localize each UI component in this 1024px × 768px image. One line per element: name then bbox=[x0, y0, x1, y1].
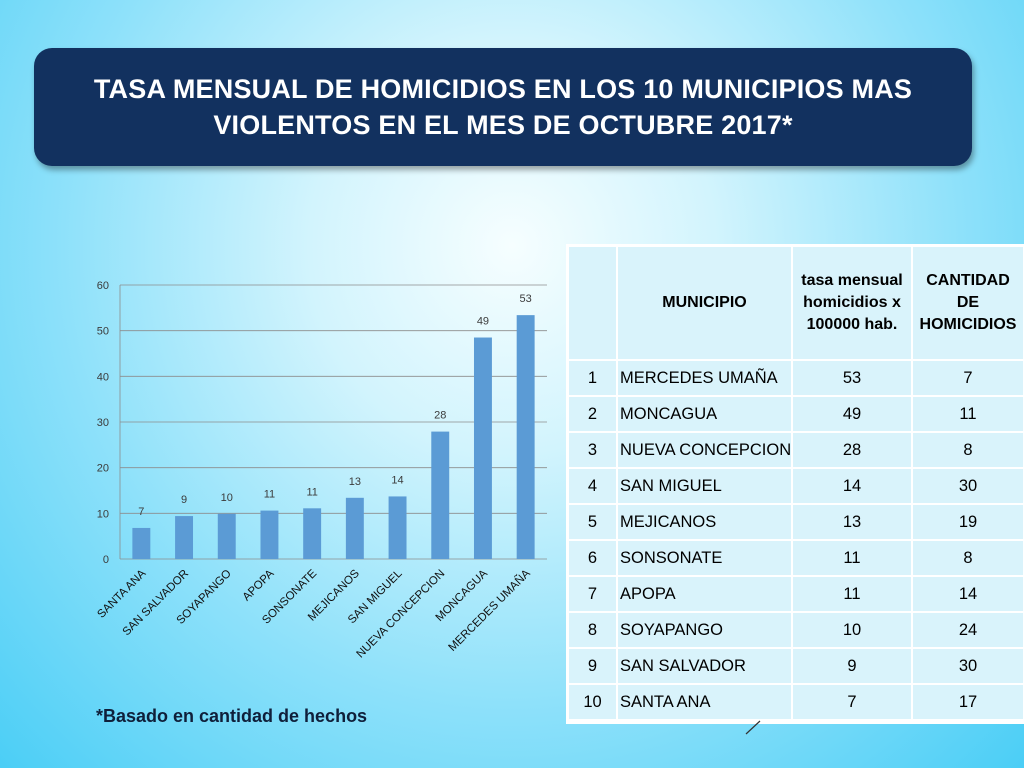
row-cantidad: 30 bbox=[913, 649, 1023, 683]
y-tick-label: 50 bbox=[97, 326, 109, 338]
header-tasa: tasa mensual homicidios x 100000 hab. bbox=[793, 247, 911, 359]
data-table: MUNICIPIO tasa mensual homicidios x 1000… bbox=[567, 245, 1024, 721]
row-cantidad: 8 bbox=[913, 541, 1023, 575]
row-tasa: 28 bbox=[793, 433, 911, 467]
title-banner: TASA MENSUAL DE HOMICIDIOS EN LOS 10 MUN… bbox=[34, 48, 972, 166]
row-cantidad: 11 bbox=[913, 397, 1023, 431]
data-label: 11 bbox=[306, 486, 317, 498]
row-municipio: SANTA ANA bbox=[618, 685, 791, 719]
row-tasa: 14 bbox=[793, 469, 911, 503]
table-row: 8 SOYAPANGO 10 24 bbox=[569, 613, 1023, 647]
header-cantidad: CANTIDAD DE HOMICIDIOS bbox=[913, 247, 1023, 359]
y-tick-label: 30 bbox=[97, 417, 109, 429]
row-tasa: 53 bbox=[793, 361, 911, 395]
data-label: 49 bbox=[477, 316, 489, 328]
data-label: 11 bbox=[264, 489, 275, 501]
x-category-label: NUEVA CONCEPCION bbox=[355, 568, 448, 661]
bar bbox=[388, 496, 407, 559]
row-cantidad: 19 bbox=[913, 505, 1023, 539]
row-municipio: SAN MIGUEL bbox=[618, 469, 791, 503]
row-tasa: 13 bbox=[793, 505, 911, 539]
row-tasa: 11 bbox=[793, 577, 911, 611]
y-tick-label: 60 bbox=[97, 280, 109, 292]
row-municipio: SOYAPANGO bbox=[618, 613, 791, 647]
bar bbox=[345, 497, 364, 559]
row-index: 7 bbox=[569, 577, 616, 611]
row-municipio: MERCEDES UMAÑA bbox=[618, 361, 791, 395]
table-header-row: MUNICIPIO tasa mensual homicidios x 1000… bbox=[569, 247, 1023, 359]
row-index: 4 bbox=[569, 469, 616, 503]
y-tick-label: 40 bbox=[97, 371, 109, 383]
bar bbox=[516, 315, 535, 559]
bar bbox=[175, 516, 194, 559]
row-municipio: SONSONATE bbox=[618, 541, 791, 575]
footnote: *Basado en cantidad de hechos bbox=[96, 706, 368, 726]
x-category-label: APOPA bbox=[241, 567, 277, 603]
bar bbox=[217, 513, 236, 559]
table-row: 9 SAN SALVADOR 9 30 bbox=[569, 649, 1023, 683]
data-label: 28 bbox=[434, 410, 446, 422]
row-municipio: MONCAGUA bbox=[618, 397, 791, 431]
row-cantidad: 30 bbox=[913, 469, 1023, 503]
data-label: 7 bbox=[138, 506, 144, 518]
row-index: 1 bbox=[569, 361, 616, 395]
bar bbox=[473, 337, 492, 559]
bar bbox=[132, 527, 151, 559]
y-tick-label: 20 bbox=[97, 463, 109, 475]
title-line-2: VIOLENTOS EN EL MES DE OCTUBRE 2017* bbox=[213, 110, 793, 140]
table-row: 7 APOPA 11 14 bbox=[569, 577, 1023, 611]
row-cantidad: 14 bbox=[913, 577, 1023, 611]
row-index: 2 bbox=[569, 397, 616, 431]
row-municipio: APOPA bbox=[618, 577, 791, 611]
row-index: 8 bbox=[569, 613, 616, 647]
x-category-label: MERCEDES UMAÑA bbox=[446, 567, 533, 654]
decorative-slash bbox=[745, 720, 761, 735]
table-row: 10 SANTA ANA 7 17 bbox=[569, 685, 1023, 719]
data-label: 9 bbox=[181, 494, 187, 506]
table-row: 1 MERCEDES UMAÑA 53 7 bbox=[569, 361, 1023, 395]
header-municipio: MUNICIPIO bbox=[618, 247, 791, 359]
bar bbox=[303, 508, 322, 559]
title-line-1: TASA MENSUAL DE HOMICIDIOS EN LOS 10 MUN… bbox=[93, 74, 913, 104]
data-label: 10 bbox=[221, 492, 233, 504]
table-row: 6 SONSONATE 11 8 bbox=[569, 541, 1023, 575]
row-tasa: 11 bbox=[793, 541, 911, 575]
row-cantidad: 24 bbox=[913, 613, 1023, 647]
row-municipio: MEJICANOS bbox=[618, 505, 791, 539]
table-row: 2 MONCAGUA 49 11 bbox=[569, 397, 1023, 431]
row-index: 10 bbox=[569, 685, 616, 719]
row-tasa: 7 bbox=[793, 685, 911, 719]
bar bbox=[431, 431, 450, 559]
table-row: 4 SAN MIGUEL 14 30 bbox=[569, 469, 1023, 503]
data-label: 13 bbox=[349, 476, 361, 488]
row-tasa: 49 bbox=[793, 397, 911, 431]
row-index: 6 bbox=[569, 541, 616, 575]
row-index: 5 bbox=[569, 505, 616, 539]
row-index: 3 bbox=[569, 433, 616, 467]
row-cantidad: 17 bbox=[913, 685, 1023, 719]
row-municipio: SAN SALVADOR bbox=[618, 649, 791, 683]
row-cantidad: 8 bbox=[913, 433, 1023, 467]
header-index bbox=[569, 247, 616, 359]
bar bbox=[260, 510, 279, 559]
row-tasa: 10 bbox=[793, 613, 911, 647]
y-tick-label: 0 bbox=[103, 554, 109, 566]
table-row: 3 NUEVA CONCEPCION 28 8 bbox=[569, 433, 1023, 467]
table-row: 5 MEJICANOS 13 19 bbox=[569, 505, 1023, 539]
row-cantidad: 7 bbox=[913, 361, 1023, 395]
y-tick-label: 10 bbox=[97, 508, 109, 520]
data-label: 53 bbox=[520, 293, 532, 305]
data-table-container: MUNICIPIO tasa mensual homicidios x 1000… bbox=[566, 244, 1024, 724]
row-index: 9 bbox=[569, 649, 616, 683]
row-tasa: 9 bbox=[793, 649, 911, 683]
row-municipio: NUEVA CONCEPCION bbox=[618, 433, 791, 467]
data-label: 14 bbox=[391, 474, 403, 486]
